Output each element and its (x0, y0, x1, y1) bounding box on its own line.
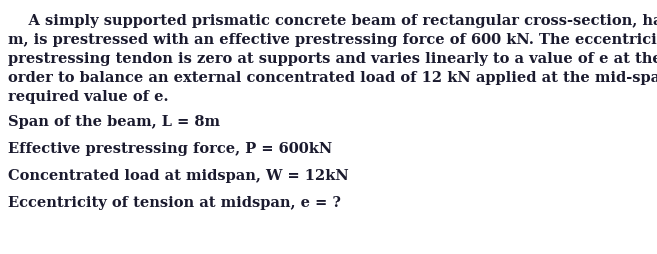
Text: Effective prestressing force, P = 600kN: Effective prestressing force, P = 600kN (8, 141, 332, 155)
Text: required value of e.: required value of e. (8, 90, 168, 104)
Text: Span of the beam, L = 8m: Span of the beam, L = 8m (8, 115, 220, 129)
Text: prestressing tendon is zero at supports and varies linearly to a value of e at t: prestressing tendon is zero at supports … (8, 52, 657, 66)
Text: Eccentricity of tension at midspan, e = ?: Eccentricity of tension at midspan, e = … (8, 195, 341, 209)
Text: m, is prestressed with an effective prestressing force of 600 kN. The eccentrici: m, is prestressed with an effective pres… (8, 33, 657, 47)
Text: A simply supported prismatic concrete beam of rectangular cross-section, having : A simply supported prismatic concrete be… (8, 14, 657, 28)
Text: Concentrated load at midspan, W = 12kN: Concentrated load at midspan, W = 12kN (8, 168, 349, 182)
Text: order to balance an external concentrated load of 12 kN applied at the mid-span,: order to balance an external concentrate… (8, 71, 657, 85)
